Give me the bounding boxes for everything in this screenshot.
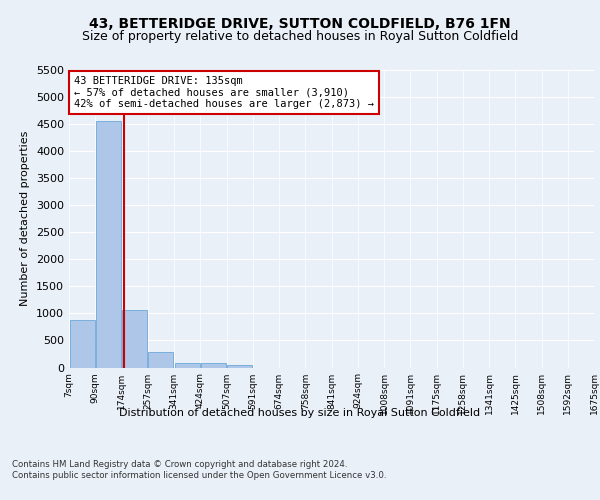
Bar (70, 320, 95, 368)
Bar (175, 362, 200, 368)
Bar (201, 364, 226, 368)
Bar (227, 364, 252, 368)
Text: 43, BETTERIDGE DRIVE, SUTTON COLDFIELD, B76 1FN: 43, BETTERIDGE DRIVE, SUTTON COLDFIELD, … (89, 18, 511, 32)
Bar (122, 310, 147, 368)
Text: 43 BETTERIDGE DRIVE: 135sqm
← 57% of detached houses are smaller (3,910)
42% of : 43 BETTERIDGE DRIVE: 135sqm ← 57% of det… (74, 76, 374, 109)
Bar (148, 352, 173, 368)
Text: Distribution of detached houses by size in Royal Sutton Coldfield: Distribution of detached houses by size … (119, 408, 481, 418)
Y-axis label: Number of detached properties: Number of detached properties (20, 131, 31, 306)
Text: Contains HM Land Registry data © Crown copyright and database right 2024.
Contai: Contains HM Land Registry data © Crown c… (12, 460, 386, 479)
Bar (96, 122, 121, 368)
Text: Size of property relative to detached houses in Royal Sutton Coldfield: Size of property relative to detached ho… (82, 30, 518, 43)
